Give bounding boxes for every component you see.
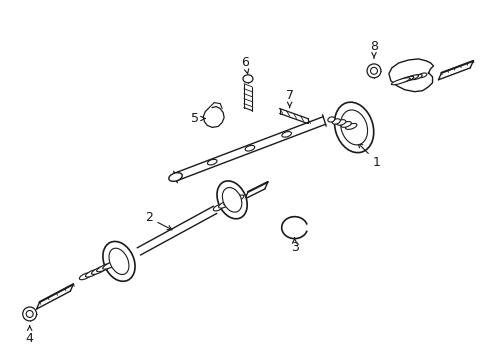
Ellipse shape — [410, 75, 421, 80]
Ellipse shape — [218, 202, 229, 208]
Ellipse shape — [102, 242, 135, 281]
Ellipse shape — [109, 248, 129, 275]
Ellipse shape — [281, 131, 291, 137]
Ellipse shape — [370, 67, 377, 74]
Ellipse shape — [327, 117, 334, 122]
Text: 7: 7 — [285, 89, 293, 108]
Text: 1: 1 — [357, 143, 380, 168]
Ellipse shape — [26, 310, 33, 318]
Text: 5: 5 — [191, 112, 205, 125]
Ellipse shape — [340, 122, 351, 127]
Text: 6: 6 — [241, 57, 248, 73]
Ellipse shape — [102, 260, 121, 269]
Ellipse shape — [217, 181, 247, 219]
Ellipse shape — [97, 263, 113, 272]
Ellipse shape — [243, 75, 252, 83]
Ellipse shape — [340, 110, 367, 145]
Ellipse shape — [331, 119, 340, 124]
Ellipse shape — [222, 188, 242, 212]
Ellipse shape — [79, 273, 91, 280]
Ellipse shape — [168, 173, 182, 181]
Ellipse shape — [417, 73, 426, 78]
Ellipse shape — [390, 78, 409, 85]
Ellipse shape — [404, 75, 418, 81]
Ellipse shape — [244, 145, 254, 151]
Ellipse shape — [213, 204, 223, 211]
Ellipse shape — [230, 195, 244, 203]
Text: 2: 2 — [144, 211, 172, 230]
Text: 4: 4 — [26, 326, 34, 345]
Ellipse shape — [334, 102, 373, 153]
Ellipse shape — [91, 266, 106, 274]
Ellipse shape — [22, 307, 37, 321]
Ellipse shape — [345, 123, 356, 129]
Ellipse shape — [397, 76, 413, 83]
Ellipse shape — [366, 64, 380, 78]
Text: 3: 3 — [290, 238, 298, 254]
Ellipse shape — [85, 270, 99, 277]
Text: 8: 8 — [369, 40, 377, 58]
Ellipse shape — [224, 198, 236, 206]
Ellipse shape — [336, 120, 345, 125]
Ellipse shape — [207, 159, 217, 165]
